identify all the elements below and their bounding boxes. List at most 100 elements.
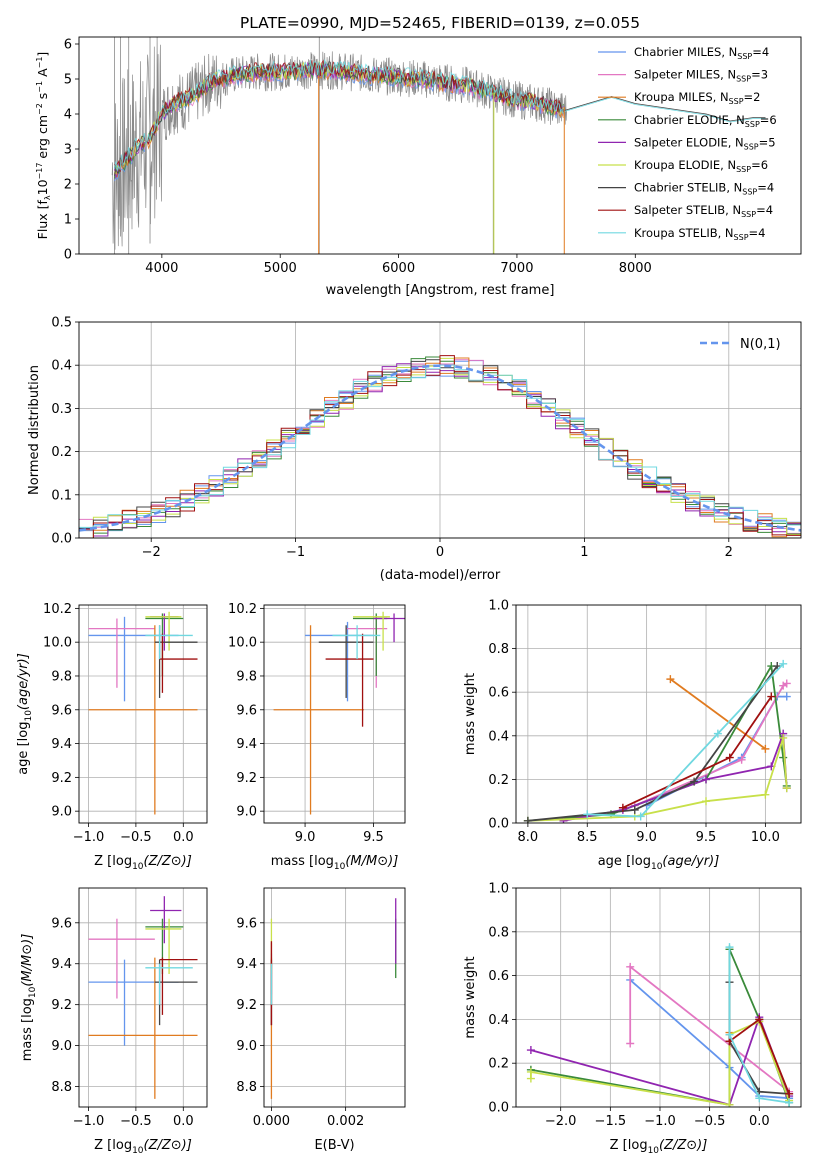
- y-axis-label-part: erg cm: [35, 115, 50, 163]
- error-bar-point: [273, 625, 364, 815]
- x-axis-label-part: age [log: [598, 854, 651, 869]
- x-axis-label-part: (Z/Z⊙)]: [659, 1138, 707, 1153]
- y-tick-label: 0.4: [488, 729, 509, 744]
- x-tick-label: 0: [436, 545, 444, 560]
- x-tick-label: −2.0: [545, 1114, 577, 1129]
- plot-area: [79, 605, 207, 823]
- legend-label-sub: SSP: [737, 52, 752, 61]
- panel-residuals: −2 −1 0 1 2 0.0 0.1 0.2 0.3 0.4 0.5 N(0,1) (data-mod…: [27, 316, 802, 583]
- legend-label-sub: SSP: [744, 142, 759, 151]
- y-tick-label: 0.2: [51, 445, 72, 460]
- legend-label-suffix: =2: [744, 90, 761, 104]
- y-tick-label: 9.4: [51, 957, 72, 972]
- plot-area: [79, 322, 801, 538]
- x-tick-label: −2: [142, 545, 161, 560]
- weight-marker: [666, 675, 675, 684]
- y-tick-label: 9.0: [51, 805, 72, 820]
- error-bar-point: [346, 616, 388, 688]
- weight-line: [629, 979, 790, 1100]
- error-bar-point: [145, 963, 193, 1005]
- gaussian-curve: [79, 364, 801, 532]
- legend-label-sub: SSP: [745, 120, 760, 129]
- x-axis-label: age [log10(age/yr)]: [598, 854, 720, 872]
- y-tick-label: 0.8: [488, 925, 509, 940]
- y-tick-label: 0.6: [488, 686, 509, 701]
- error-bar-point: [332, 625, 381, 660]
- x-tick-label: −0.5: [120, 830, 152, 845]
- y-tick-label: 8.8: [236, 1080, 257, 1095]
- x-tick-label: −1.0: [73, 1114, 105, 1129]
- x-axis-label-part: mass [log: [271, 854, 334, 869]
- y-tick-label: 9.6: [236, 916, 257, 931]
- plot-area: [111, 37, 766, 254]
- axes-frame: [78, 36, 802, 255]
- y-tick-label: 0.4: [488, 1013, 509, 1028]
- x-axis-label-part: (M/M⊙)]: [345, 854, 398, 869]
- error-bar-point: [145, 918, 182, 974]
- error-bar-point: [325, 633, 374, 727]
- legend-label-sub: SSP: [741, 210, 756, 219]
- panel-age_vs_mass: 9.0 9.5 9.0 9.2 9.4 9.6 9.8 10.0 10.2 mass [log10…: [228, 602, 406, 872]
- y-axis-label-part: 10: [35, 179, 50, 195]
- y-tick-label: 0.2: [488, 1057, 509, 1072]
- weight-line: [527, 665, 778, 822]
- weight-line: [728, 947, 790, 1104]
- x-tick-label: 9.0: [295, 830, 316, 845]
- y-tick-label: 6: [64, 38, 72, 53]
- weight-marker: [618, 803, 627, 812]
- weight-marker: [737, 755, 746, 764]
- weight-series: [559, 729, 791, 823]
- error-bar-point: [318, 625, 374, 698]
- weight-marker: [690, 777, 699, 786]
- error-bar-point: [352, 611, 390, 651]
- y-tick-label: 9.6: [51, 703, 72, 718]
- legend-label-main: Salpeter STELIB, N: [634, 203, 741, 217]
- weight-marker: [773, 662, 782, 671]
- weight-marker: [785, 1098, 794, 1107]
- y-tick-label: 5: [64, 73, 72, 88]
- y-axis-label-part: −2: [35, 103, 44, 115]
- x-tick-label: 4000: [145, 261, 178, 276]
- x-axis-label: Z [log10(Z/Z⊙)]: [94, 854, 192, 872]
- axes-frame: [78, 604, 208, 824]
- y-tick-label: 0.8: [488, 642, 509, 657]
- spectrum-data-line: [111, 37, 567, 250]
- y-tick-label: 2: [64, 178, 72, 193]
- y-axis-label-part: 10: [24, 710, 34, 722]
- legend-label: Salpeter ELODIE, NSSP=5: [634, 135, 776, 151]
- x-tick-label: 9.0: [636, 830, 657, 845]
- x-tick-label: −0.5: [120, 1114, 152, 1129]
- legend-label-suffix: =4: [757, 181, 774, 195]
- axes-frame: [263, 887, 406, 1108]
- weight-marker: [523, 816, 532, 823]
- y-axis-label: mass [log10(M/M⊙)]: [20, 934, 38, 1062]
- weight-series: [523, 662, 782, 823]
- weight-marker: [526, 1046, 535, 1055]
- x-axis-label-part: Z [log: [94, 1138, 132, 1153]
- panel-age_vs_Z: −1.0 −0.5 0.0 9.0 9.2 9.4 9.6 9.8 10.0 10.2 Z [log…: [16, 602, 208, 872]
- error-bar-point: [88, 918, 155, 999]
- plot-area: [264, 605, 405, 823]
- weight-marker: [702, 797, 710, 806]
- y-tick-label: 0: [64, 248, 72, 263]
- legend-label-sub: SSP: [736, 165, 751, 174]
- y-axis-label-part: mass [log: [20, 998, 35, 1061]
- legend-label-main: Chabrier MILES, N: [634, 45, 737, 59]
- y-tick-label: 9.0: [51, 1039, 72, 1054]
- x-tick-label: 0.0: [749, 1114, 770, 1129]
- spectrum-extended-model: [564, 96, 766, 122]
- legend-label-suffix: =4: [752, 45, 769, 59]
- error-bar-point: [305, 621, 374, 702]
- legend-label: Kroupa ELODIE, NSSP=6: [634, 158, 768, 174]
- legend-label-sub: SSP: [729, 97, 744, 106]
- weight-series: [725, 943, 794, 1107]
- x-tick-label: 1: [580, 545, 588, 560]
- legend-label-sub: SSP: [734, 233, 749, 242]
- y-axis-label-part: age [log: [16, 722, 31, 775]
- legend-label: Salpeter MILES, NSSP=3: [634, 68, 768, 84]
- x-axis-label-part: (Z/Z⊙)]: [144, 1138, 192, 1153]
- weight-marker: [779, 659, 788, 668]
- y-axis-label-part: 10: [28, 986, 38, 998]
- panel-weight_vs_age: 8.0 8.5 9.0 9.5 10.0 0.0 0.2 0.4 0.6 0.8 1.0 mass w…: [463, 599, 802, 872]
